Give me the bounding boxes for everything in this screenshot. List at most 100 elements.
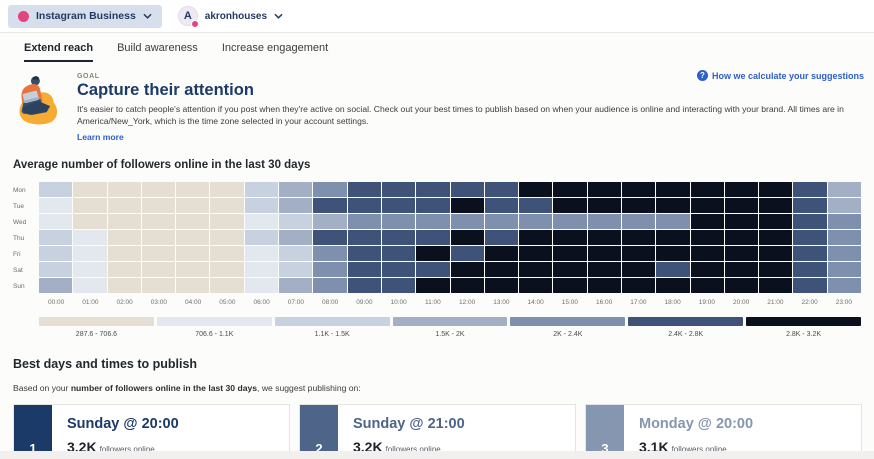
legend-segment: 1.1K - 1.5K — [274, 317, 390, 338]
heatmap-cell — [210, 230, 244, 246]
heatmap-cell — [107, 278, 141, 294]
tab-increase-engagement[interactable]: Increase engagement — [221, 42, 329, 54]
heatmap-cell — [141, 198, 176, 214]
avatar: A — [177, 6, 199, 28]
heatmap-hour-label: 14:00 — [527, 299, 544, 307]
heatmap-cell — [484, 198, 519, 214]
heatmap-cell — [621, 214, 656, 230]
rank-badge: 3 — [586, 405, 624, 459]
chevron-down-icon — [274, 13, 283, 19]
heatmap-cell — [176, 262, 210, 278]
how-we-calculate-link[interactable]: ? How we calculate your suggestions — [696, 70, 864, 81]
heatmap-cell — [313, 262, 347, 278]
heatmap-cell — [313, 230, 347, 246]
heatmap-cell — [381, 182, 416, 198]
goal-eyebrow: GOAL — [77, 73, 100, 80]
heatmap-cell — [519, 246, 553, 262]
heatmap-cell — [416, 214, 450, 230]
heatmap-cell — [759, 278, 793, 294]
legend-label: 2.4K - 2.8K — [668, 331, 704, 339]
heatmap-cell — [450, 246, 484, 262]
heatmap-cell — [553, 262, 587, 278]
heatmap-cell — [244, 246, 279, 262]
heatmap-cell — [621, 262, 656, 278]
heatmap-cell — [210, 214, 244, 230]
heatmap-day-label: Thu — [13, 234, 25, 242]
heatmap: Mon Tue Wed Thu Fri Sat Sun — [13, 182, 861, 294]
heatmap-cell — [210, 246, 244, 262]
heatmap-cell — [484, 214, 519, 230]
heatmap-cell — [313, 278, 347, 294]
heatmap-cell — [793, 182, 827, 198]
heatmap-cell — [656, 198, 690, 214]
heatmap-day-label: Sun — [13, 282, 25, 290]
heatmap-cell — [244, 230, 279, 246]
legend-swatch — [746, 317, 862, 327]
heatmap-hour-label: 21:00 — [767, 299, 784, 307]
heatmap-cell — [519, 278, 553, 294]
heatmap-cell — [519, 262, 553, 278]
heatmap-hour-label: 11:00 — [424, 299, 441, 307]
heatmap-cell — [724, 198, 759, 214]
card-main: Sunday @ 21:00 3.2K followers online — [338, 405, 575, 459]
heatmap-cell — [39, 262, 73, 278]
legend-segment: 287.6 - 706.6 — [39, 317, 154, 338]
heatmap-cell — [587, 262, 621, 278]
heatmap-hour-label: 10:00 — [390, 299, 407, 307]
legend-segment: 1.5K - 2K — [392, 317, 508, 338]
heatmap-cell — [827, 246, 861, 262]
heatmap-cell — [827, 182, 861, 198]
top-bar: Instagram Business A akronhouses — [0, 0, 874, 33]
tab-build-awareness[interactable]: Build awareness — [117, 42, 198, 54]
page-bottom-strip — [0, 451, 874, 459]
heatmap-cell — [519, 230, 553, 246]
heatmap-cell — [279, 198, 313, 214]
heatmap-cell — [759, 246, 793, 262]
heatmap-cell — [587, 214, 621, 230]
heatmap-hour-label: 03:00 — [150, 299, 168, 307]
heatmap-cell — [690, 198, 724, 214]
channel-selector[interactable]: Instagram Business — [8, 4, 162, 28]
heatmap-cell — [381, 278, 416, 294]
heatmap-cell — [553, 246, 587, 262]
heatmap-cell — [484, 182, 519, 198]
heatmap-cell — [587, 246, 621, 262]
heatmap-cell — [621, 246, 656, 262]
goal-text-block: GOAL Capture their attention It's easier… — [77, 73, 862, 145]
heatmap-cell — [416, 262, 450, 278]
heatmap-cell — [347, 278, 381, 294]
legend-segment: 2.8K - 3.2K — [746, 317, 862, 338]
tab-extend-reach[interactable]: Extend reach — [24, 33, 94, 62]
heatmap-cell — [690, 262, 724, 278]
account-selector[interactable]: A akronhouses — [177, 6, 283, 28]
followers-suffix: followers online — [671, 445, 727, 455]
heatmap-cell — [621, 278, 656, 294]
chevron-down-icon — [143, 13, 152, 19]
heatmap-day-label: Mon — [13, 186, 26, 194]
heatmap-cell — [244, 278, 279, 294]
legend-segment: 706.6 - 1.1K — [156, 317, 272, 338]
goal-description: It's easier to catch people's attention … — [77, 104, 844, 127]
heatmap-cell — [793, 262, 827, 278]
goal-header: GOAL Capture their attention It's easier… — [0, 62, 874, 147]
legend-swatch — [274, 317, 390, 327]
learn-more-link[interactable]: Learn more — [77, 132, 124, 143]
heatmap-cell — [176, 182, 210, 198]
heatmap-cell — [347, 262, 381, 278]
heatmap-hour-label: 12:00 — [458, 299, 476, 307]
heatmap-cell — [621, 230, 656, 246]
heatmap-hour-label: 16:00 — [595, 299, 613, 307]
heatmap-cell — [244, 262, 279, 278]
legend-label: 2K - 2.4K — [553, 331, 583, 339]
heatmap-cell — [416, 198, 450, 214]
heatmap-cell — [724, 278, 759, 294]
followers-online-heatmap-section: Average number of followers online in th… — [0, 147, 874, 338]
heatmap-cell — [759, 262, 793, 278]
heatmap-cell — [450, 278, 484, 294]
heatmap-cell — [450, 230, 484, 246]
heatmap-cell — [141, 246, 176, 262]
heatmap-hour-labels: 00:00 01:00 02:00 03:00 04:00 05:00 06:00 07:00… — [39, 294, 861, 306]
heatmap-hour-label: 02:00 — [116, 299, 133, 307]
